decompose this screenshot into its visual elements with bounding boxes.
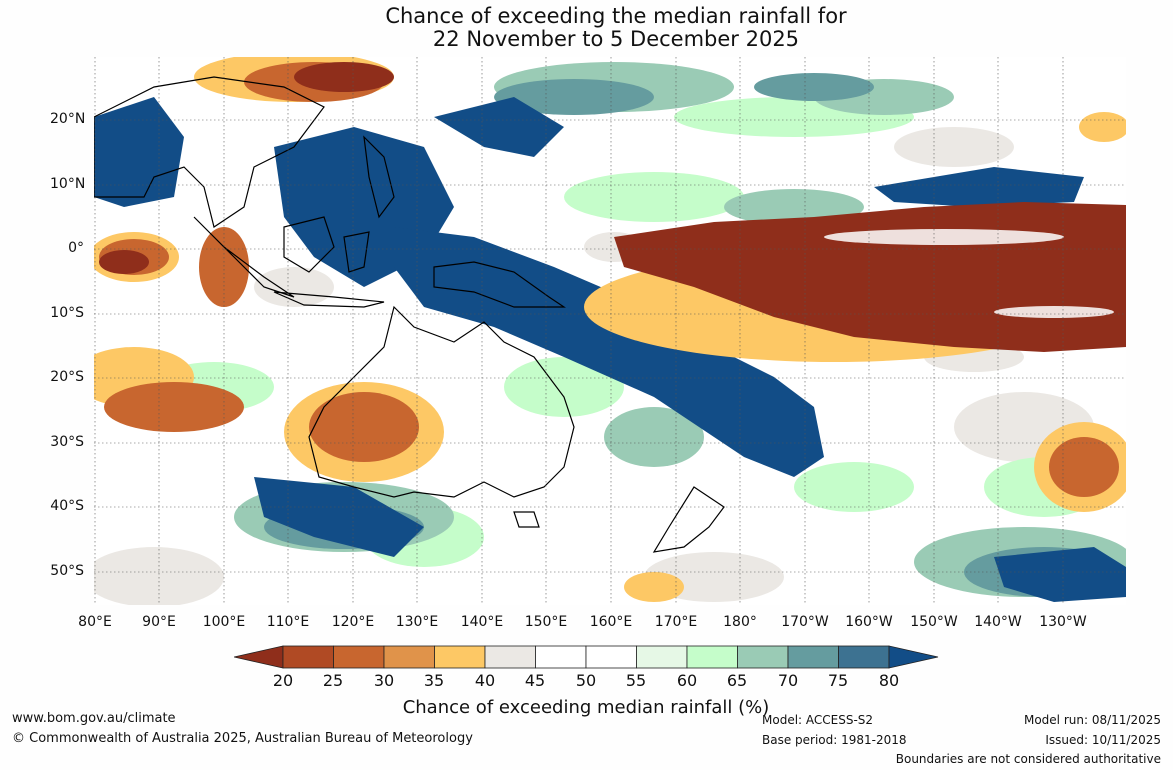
- model-run-text: Model run: 08/11/2025: [1023, 713, 1161, 727]
- colorbar-segment: [787, 645, 839, 669]
- lat-label: 0°: [68, 240, 84, 256]
- issued-text: Issued: 10/11/2025: [1045, 733, 1161, 747]
- lon-label: 90°E: [142, 614, 176, 630]
- colorbar: [234, 645, 939, 669]
- colorbar-tick: 25: [322, 671, 344, 690]
- colorbar-segment: [434, 645, 486, 669]
- lon-label: 110°E: [266, 614, 310, 630]
- lat-label: 20°N: [50, 111, 86, 127]
- rainfall-probability-map: [94, 57, 1126, 605]
- java-coastline: [273, 291, 385, 308]
- colorbar-segment: [484, 645, 536, 669]
- model-text: Model: ACCESS-S2: [762, 713, 874, 727]
- colorbar-tick: 65: [726, 671, 748, 690]
- colorbar-arrow-high: [888, 645, 939, 669]
- colorbar-tick: 45: [524, 671, 546, 690]
- colorbar-arrow-low: [234, 645, 284, 669]
- asia-coastline: [94, 76, 325, 228]
- lon-label: 100°E: [202, 614, 246, 630]
- lat-label: 20°S: [50, 369, 84, 385]
- copyright-text: © Commonwealth of Australia 2025, Austra…: [12, 731, 473, 746]
- lat-label: 40°S: [50, 498, 84, 514]
- lon-label: 150°W: [910, 614, 958, 630]
- colorbar-segment: [282, 645, 334, 669]
- map-white-streaks: [824, 229, 1114, 318]
- disclaimer-text: Boundaries are not considered authoritat…: [895, 752, 1161, 766]
- colorbar-tick: 70: [777, 671, 799, 690]
- lon-label: 180°: [723, 614, 757, 630]
- tasmania-coastline: [513, 511, 540, 528]
- coastlines: [94, 76, 725, 553]
- colorbar-segment: [737, 645, 789, 669]
- website-text: www.bom.gov.au/climate: [12, 711, 176, 726]
- lon-label: 140°E: [460, 614, 504, 630]
- lat-label: 10°S: [50, 305, 84, 321]
- colorbar-tick: 20: [272, 671, 294, 690]
- colorbar-tick: 75: [827, 671, 849, 690]
- colorbar-segment: [838, 645, 890, 669]
- lon-label: 170°W: [781, 614, 829, 630]
- lon-label: 160°W: [845, 614, 893, 630]
- lon-label: 80°E: [78, 614, 112, 630]
- borneo-coastline: [283, 216, 335, 273]
- lon-label: 160°E: [589, 614, 633, 630]
- lon-label: 120°E: [331, 614, 375, 630]
- lat-label: 30°S: [50, 434, 84, 450]
- lat-label: 10°N: [50, 176, 86, 192]
- lon-label: 140°W: [974, 614, 1022, 630]
- colorbar-tick: 30: [373, 671, 395, 690]
- map-title-line-1: Chance of exceeding the median rainfall …: [385, 4, 847, 28]
- australia-coastline: [308, 305, 575, 498]
- lon-label: 130°E: [395, 614, 439, 630]
- colorbar-segment: [686, 645, 738, 669]
- map-title-line-2: 22 November to 5 December 2025: [432, 27, 800, 51]
- colorbar-tick: 35: [423, 671, 445, 690]
- colorbar-segment: [636, 645, 688, 669]
- colorbar-segment: [383, 645, 435, 669]
- colorbar-segment: [585, 645, 637, 669]
- colorbar-segment: [535, 645, 587, 669]
- colorbar-tick: 60: [676, 671, 698, 690]
- philippines-coastline: [363, 135, 395, 219]
- lat-label: 50°S: [50, 563, 84, 579]
- lon-label: 130°W: [1039, 614, 1087, 630]
- lon-label: 170°E: [654, 614, 698, 630]
- new-guinea-coastline: [433, 261, 566, 308]
- graticule: [94, 57, 1126, 605]
- colorbar-label: Chance of exceeding median rainfall (%): [402, 697, 770, 718]
- very-wet-regions: [94, 97, 1126, 602]
- sulawesi-coastline: [343, 231, 370, 273]
- sumatra-coastline: [193, 216, 295, 298]
- lon-label: 150°E: [524, 614, 568, 630]
- colorbar-tick: 40: [474, 671, 496, 690]
- colorbar-tick: 80: [878, 671, 900, 690]
- colorbar-tick: 50: [575, 671, 597, 690]
- colorbar-segment: [333, 645, 385, 669]
- new-zealand-coastline: [652, 486, 725, 553]
- colorbar-tick: 55: [625, 671, 647, 690]
- base-period-text: Base period: 1981-2018: [762, 733, 907, 747]
